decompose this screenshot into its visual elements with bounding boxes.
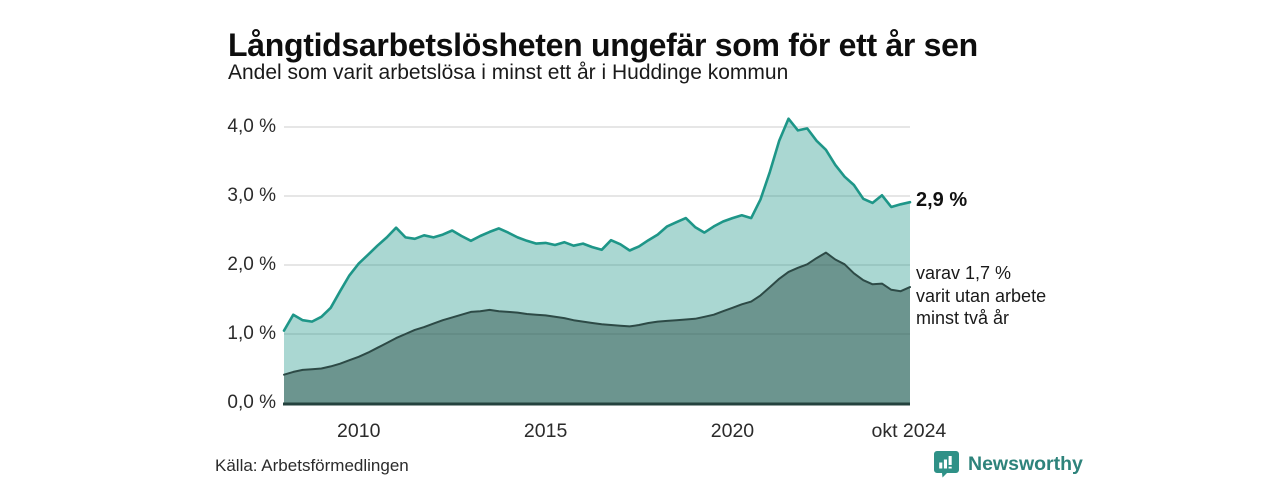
annotation-latest-subset: varav 1,7 % varit utan arbete minst två …	[916, 262, 1046, 330]
newsworthy-wordmark: Newsworthy	[968, 452, 1083, 475]
y-tick-label: 4,0 %	[227, 116, 276, 137]
series-area	[284, 118, 910, 403]
series-area	[284, 252, 910, 403]
annotation-subset-line1: varav 1,7 %	[916, 263, 1012, 283]
y-tick-label: 0,0 %	[227, 392, 276, 413]
x-tick-label: 2010	[337, 420, 381, 442]
newsworthy-icon	[933, 450, 960, 478]
y-tick-label: 2,0 %	[227, 254, 276, 275]
x-tick-label: 2015	[523, 420, 568, 442]
annotation-latest-total: 2,9 %	[916, 189, 968, 211]
y-tick-label: 1,0 %	[227, 323, 276, 344]
chart-title: Långtidsarbetslösheten ungefär som för e…	[228, 27, 978, 64]
chart-subtitle: Andel som varit arbetslösa i minst ett å…	[228, 61, 789, 84]
annotation-subset-line3: minst två år	[916, 308, 1010, 328]
series-line	[282, 117, 912, 332]
source-label: Källa: Arbetsförmedlingen	[215, 456, 409, 475]
newsworthy-logo[interactable]: Newsworthy	[933, 450, 1083, 478]
x-tick-label: 2020	[710, 420, 755, 442]
annotation-subset-line2: varit utan arbete	[916, 285, 1047, 306]
y-tick-label: 3,0 %	[227, 185, 276, 206]
x-tick-label: okt 2024	[871, 420, 947, 442]
series-line	[283, 251, 911, 376]
